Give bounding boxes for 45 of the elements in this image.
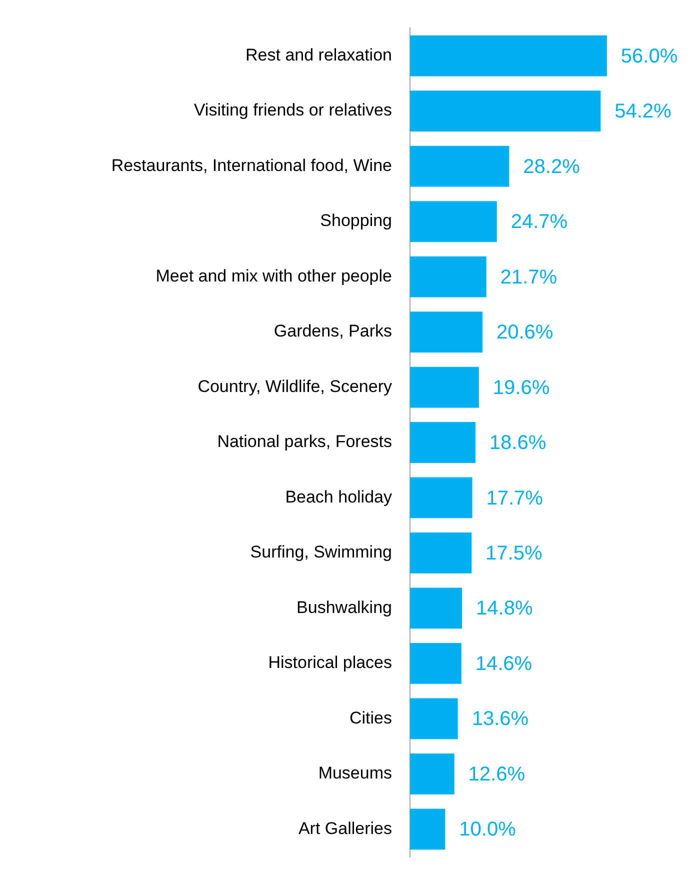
data-label: 20.6%	[496, 322, 554, 344]
data-label: 13.6%	[472, 708, 529, 730]
data-label: 21.7%	[500, 266, 558, 288]
bar	[410, 588, 462, 629]
bar	[410, 643, 462, 684]
y-tick-label: Bushwalking	[296, 598, 392, 617]
bar	[410, 422, 476, 463]
data-label: 17.7%	[486, 487, 544, 510]
data-label: 14.6%	[475, 652, 532, 675]
y-tick-label: Museums	[318, 764, 392, 783]
y-tick-label: Rest and relaxation	[246, 46, 392, 65]
bar	[410, 366, 479, 408]
bar	[410, 35, 607, 76]
y-tick-label: Gardens, Parks	[274, 322, 392, 341]
y-tick-label: Historical places	[268, 653, 392, 672]
data-label: 28.2%	[523, 156, 580, 178]
y-tick-label: Shopping	[320, 211, 392, 230]
bar	[410, 90, 601, 132]
bar	[410, 754, 454, 794]
y-tick-label: Visiting friends or relatives	[194, 100, 392, 120]
y-tick-label: Cities	[349, 708, 392, 728]
bar	[410, 312, 482, 352]
y-tick-label: Beach holiday	[285, 487, 392, 506]
bar	[410, 477, 472, 518]
bar	[410, 256, 486, 298]
y-tick-label: Surfing, Swimming	[250, 542, 392, 562]
data-label: 17.5%	[486, 542, 542, 564]
data-label: 56.0%	[620, 45, 678, 68]
y-tick-label: Country, Wildlife, Scenery	[198, 376, 392, 396]
data-label: 18.6%	[489, 432, 546, 454]
y-tick-label: National parks, Forests	[217, 432, 392, 452]
data-label: 12.6%	[468, 763, 526, 786]
y-tick-label: Restaurants, International food, Wine	[111, 156, 392, 175]
bar	[410, 146, 510, 187]
data-label: 24.7%	[510, 211, 568, 234]
bar	[410, 201, 497, 242]
bar	[410, 808, 446, 850]
bar	[410, 532, 472, 574]
data-label: 14.8%	[476, 598, 533, 620]
y-tick-label: Art Galleries	[298, 818, 392, 838]
data-label: 54.2%	[614, 100, 672, 123]
data-label: 19.6%	[492, 376, 550, 399]
bar	[410, 698, 458, 740]
data-label: 10.0%	[459, 818, 516, 841]
y-tick-label: Meet and mix with other people	[156, 266, 392, 286]
